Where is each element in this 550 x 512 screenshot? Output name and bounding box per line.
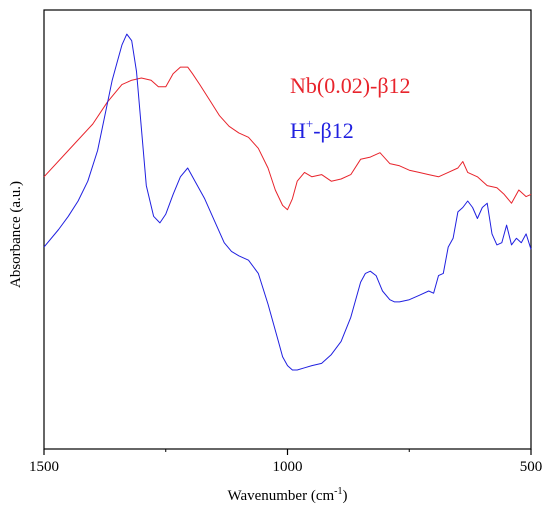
plot-area — [43, 9, 532, 450]
legend: Nb(0.02)-β12 H+-β12 — [290, 73, 411, 143]
y-axis-label: Absorbance (a.u.) — [8, 181, 24, 288]
legend-entry-2: H+-β12 — [290, 116, 354, 143]
axis-labels: Wavenumber (cm-1) Absorbance (a.u.) — [8, 181, 348, 504]
axes-layer: 1500 1000 500 — [29, 449, 542, 475]
legend-label: Nb(0.02)-β12 — [290, 73, 411, 98]
legend-label: H — [290, 118, 306, 143]
x-axis-label: Wavenumber (cm-1) — [227, 486, 347, 504]
x-tick-label: 1500 — [29, 459, 59, 475]
x-tick-label: 500 — [520, 459, 543, 475]
legend-entry-1: Nb(0.02)-β12 — [290, 73, 411, 98]
x-tick-label: 1000 — [273, 459, 303, 475]
series-layer — [43, 33, 532, 371]
legend-label-sup: + — [306, 116, 313, 131]
x-axis-label-text: Wavenumber (cm — [227, 488, 334, 504]
legend-label-suffix: -β12 — [313, 118, 354, 143]
series-line-1 — [43, 66, 532, 211]
x-axis-label-end: ) — [343, 488, 348, 504]
x-axis-label-sup: -1 — [334, 486, 342, 497]
plot-frame — [43, 9, 532, 450]
series-line-2 — [43, 33, 532, 371]
